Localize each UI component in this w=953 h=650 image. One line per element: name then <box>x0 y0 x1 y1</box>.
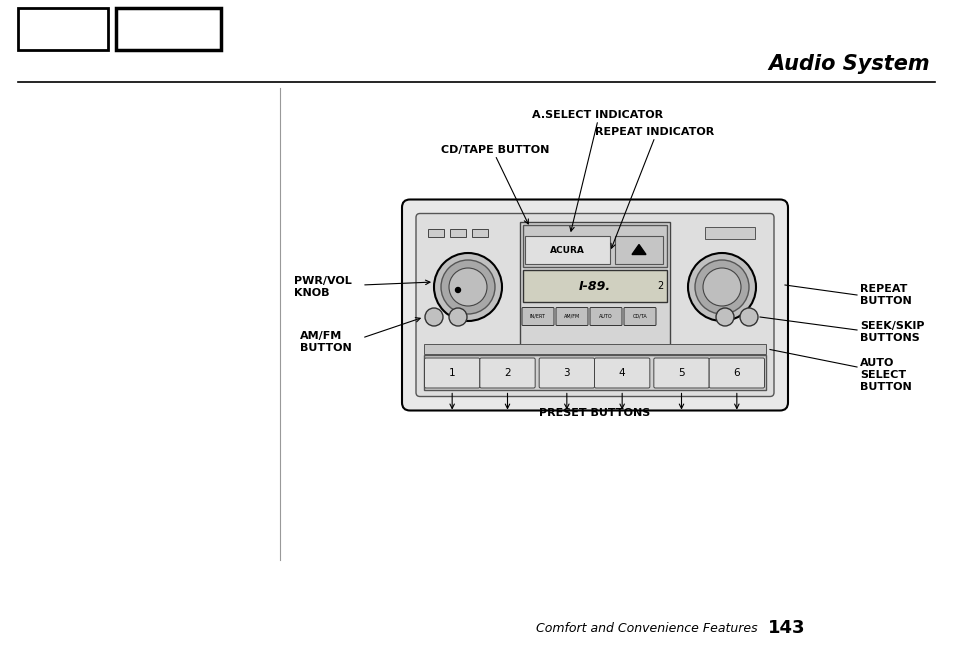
FancyBboxPatch shape <box>424 358 479 388</box>
Bar <box>450 229 465 237</box>
Circle shape <box>702 268 740 306</box>
Text: AUTO: AUTO <box>598 314 612 319</box>
Bar <box>472 229 488 237</box>
FancyBboxPatch shape <box>521 307 554 326</box>
Bar <box>519 222 669 387</box>
Text: 2: 2 <box>503 368 510 378</box>
FancyBboxPatch shape <box>594 358 649 388</box>
Text: 6: 6 <box>733 368 740 378</box>
Text: SEEK/SKIP
BUTTONS: SEEK/SKIP BUTTONS <box>859 321 923 343</box>
FancyBboxPatch shape <box>401 200 787 411</box>
Text: Comfort and Convenience Features: Comfort and Convenience Features <box>536 621 758 634</box>
Bar <box>428 229 443 237</box>
Polygon shape <box>631 244 645 255</box>
Text: AUTO
SELECT
BUTTON: AUTO SELECT BUTTON <box>859 358 911 391</box>
Text: I-89.: I-89. <box>578 280 611 293</box>
FancyBboxPatch shape <box>623 307 656 326</box>
Text: 1: 1 <box>448 368 455 378</box>
Bar <box>423 356 765 391</box>
Text: Audio System: Audio System <box>767 54 929 74</box>
Text: 4: 4 <box>618 368 625 378</box>
Bar <box>522 270 666 302</box>
Text: AM/FM: AM/FM <box>563 314 579 319</box>
Text: PWR/VOL
KNOB: PWR/VOL KNOB <box>294 276 352 298</box>
Circle shape <box>695 260 748 314</box>
Bar <box>524 237 609 265</box>
FancyBboxPatch shape <box>556 307 587 326</box>
Bar <box>423 344 765 354</box>
Text: AM/FM
BUTTON: AM/FM BUTTON <box>300 332 352 353</box>
Text: PRESET BUTTONS: PRESET BUTTONS <box>538 408 650 419</box>
FancyBboxPatch shape <box>479 358 535 388</box>
Circle shape <box>455 287 460 292</box>
Circle shape <box>716 308 733 326</box>
Bar <box>522 226 666 268</box>
Circle shape <box>687 253 755 321</box>
Bar <box>704 227 754 239</box>
Text: CD/TAPE BUTTON: CD/TAPE BUTTON <box>440 145 549 155</box>
Circle shape <box>424 308 442 326</box>
FancyBboxPatch shape <box>538 358 594 388</box>
Circle shape <box>434 253 501 321</box>
Circle shape <box>449 268 486 306</box>
FancyBboxPatch shape <box>589 307 621 326</box>
Text: 143: 143 <box>767 619 804 637</box>
Bar <box>18 8 108 50</box>
FancyBboxPatch shape <box>653 358 708 388</box>
Circle shape <box>449 308 467 326</box>
FancyBboxPatch shape <box>708 358 763 388</box>
Text: 5: 5 <box>678 368 684 378</box>
FancyBboxPatch shape <box>416 213 773 396</box>
Text: REPEAT
BUTTON: REPEAT BUTTON <box>859 284 911 306</box>
Text: CD/TA: CD/TA <box>632 314 647 319</box>
Bar <box>116 8 221 50</box>
Text: IN/ERT: IN/ERT <box>530 314 545 319</box>
Circle shape <box>740 308 758 326</box>
Bar <box>615 237 662 265</box>
Text: A.SELECT INDICATOR: A.SELECT INDICATOR <box>532 110 663 120</box>
Circle shape <box>440 260 495 314</box>
Text: ACURA: ACURA <box>550 246 584 255</box>
Text: REPEAT INDICATOR: REPEAT INDICATOR <box>595 127 714 137</box>
Text: 3: 3 <box>563 368 570 378</box>
Text: 2: 2 <box>657 281 662 291</box>
